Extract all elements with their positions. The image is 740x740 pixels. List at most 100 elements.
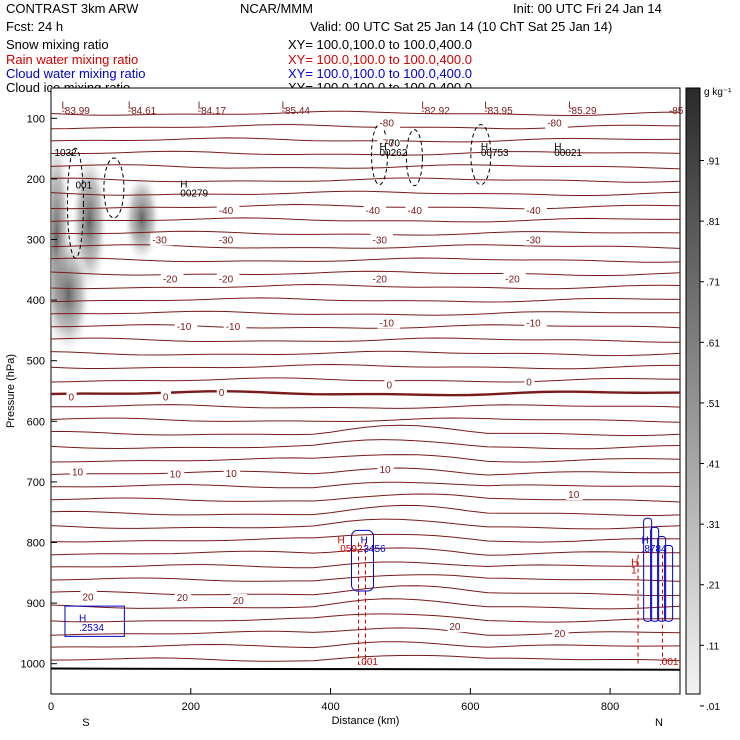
contour-label-bg xyxy=(524,233,547,246)
isotherm-line xyxy=(51,585,680,597)
isotherm-line xyxy=(51,547,680,556)
snow-max-value: 00279 xyxy=(180,188,208,199)
x-tick-label: 400 xyxy=(321,701,339,713)
contour-label-bg xyxy=(370,233,394,246)
contour-label: -10 xyxy=(526,319,541,330)
cloud-water-contour xyxy=(650,526,660,622)
y-tick-label: 500 xyxy=(27,356,45,368)
contour-label: 0 xyxy=(163,392,169,403)
cloud-water-contour xyxy=(657,535,667,622)
contour-label: -10 xyxy=(379,319,394,330)
isotherm-line xyxy=(51,350,680,357)
low-symbol: L xyxy=(198,101,204,112)
isotherm-line xyxy=(51,324,680,329)
isotherm-line xyxy=(51,518,680,530)
isotherm-line xyxy=(51,504,680,517)
low-symbol: L xyxy=(61,101,67,112)
contour-label: -30 xyxy=(152,236,167,247)
contour-label: 10 xyxy=(170,469,182,480)
y-axis-label: Pressure (hPa) xyxy=(5,354,17,428)
contour-label: 10 xyxy=(72,468,84,479)
contour-label-bg xyxy=(216,272,240,285)
x-axis-label: Distance (km) xyxy=(332,715,400,727)
contour-label-bg xyxy=(377,136,401,149)
low-value: -85.29 xyxy=(568,106,597,117)
low-symbol: L xyxy=(282,101,288,112)
isotherm-line xyxy=(51,110,680,117)
low-value: -84.17 xyxy=(198,106,227,117)
colorbar-label: .51 xyxy=(706,399,720,410)
snow-max-symbol: H xyxy=(180,179,187,190)
colorbar-label: .91 xyxy=(706,157,720,168)
rain-max-symbol: H xyxy=(631,558,638,569)
cloud-water-contour xyxy=(664,545,674,622)
contour-label-bg xyxy=(80,590,97,603)
isotherm-line xyxy=(51,217,680,223)
isotherm-line xyxy=(51,283,680,290)
isotherm-line xyxy=(51,363,680,370)
contour-label-bg xyxy=(524,375,535,388)
snow-max-value: 00753 xyxy=(481,148,509,159)
y-tick-label: 600 xyxy=(27,416,45,428)
contour-label-bg xyxy=(223,466,241,479)
contour-label-bg xyxy=(377,116,401,129)
y-tick-label: 400 xyxy=(27,295,45,307)
x-tick-label: 800 xyxy=(601,701,619,713)
snow-max-value: 001 xyxy=(75,181,92,192)
snow-max-value: 00262 xyxy=(379,148,407,159)
snow-max-value: 00021 xyxy=(554,148,582,159)
isotherm-line xyxy=(51,164,680,170)
isotherm-line xyxy=(51,533,680,543)
contour-label: -80 xyxy=(379,119,394,130)
contour-label-bg xyxy=(552,626,569,639)
field-rain: Rain water mixing ratio xyxy=(6,52,139,67)
contour-label-bg xyxy=(405,203,429,216)
zero-isotherm xyxy=(51,389,680,397)
cloud-water-contour xyxy=(351,529,375,592)
contour-label: -30 xyxy=(372,236,387,247)
contour-label: 20 xyxy=(554,629,566,640)
contour-label-bg xyxy=(216,203,240,216)
field-snow-xy: XY= 100.0,100.0 to 100.0,400.0 xyxy=(288,37,472,52)
colorbar-label: .31 xyxy=(706,520,720,531)
isotherm-line xyxy=(51,574,680,582)
rain-max-value: .001 xyxy=(359,657,379,668)
snow-contour xyxy=(103,157,125,219)
contour-label-bg xyxy=(174,320,198,333)
isotherm-line xyxy=(51,230,680,236)
isotherm-line xyxy=(51,404,680,409)
y-tick-label: 200 xyxy=(27,174,45,186)
rain-max-value: .001 xyxy=(659,657,679,668)
isotherm-line xyxy=(51,257,680,263)
y-tick-label: 800 xyxy=(27,538,45,550)
isotherm-line xyxy=(51,467,680,476)
contour-label-bg xyxy=(524,203,547,216)
contour-label-bg xyxy=(230,594,248,607)
isotherm-line xyxy=(51,270,680,276)
snow-contour xyxy=(470,124,492,186)
cloud-water-max-value: .2534 xyxy=(79,623,104,634)
low-value: -83.99 xyxy=(61,106,90,117)
contour-label-bg xyxy=(69,465,87,478)
snow-max-value: 1032 xyxy=(54,148,77,159)
init-time: Init: 00 UTC Fri 24 Jan 14 xyxy=(513,1,662,16)
isotherm-line xyxy=(51,454,680,463)
plot-title: CONTRAST 3km ARW xyxy=(6,1,139,16)
contour-label: 20 xyxy=(177,593,189,604)
cloud-water-contour xyxy=(643,517,653,622)
low-symbol: L xyxy=(484,101,490,112)
contour-label: -20 xyxy=(163,274,178,285)
contour-label-bg xyxy=(223,320,247,333)
isotherm-line xyxy=(51,439,680,450)
contour-label: -40 xyxy=(526,206,541,217)
contour-label: 10 xyxy=(379,465,391,476)
snow-max-symbol: H xyxy=(554,142,561,153)
contour-label-bg xyxy=(377,316,401,329)
colorbar-label: .41 xyxy=(706,460,720,471)
contour-label: 0 xyxy=(526,377,532,388)
contour-label: -40 xyxy=(366,206,381,217)
y-tick-label: 1000 xyxy=(21,659,45,671)
y-tick-label: 900 xyxy=(27,598,45,610)
contour-label: 0 xyxy=(386,380,392,391)
contour-label: -20 xyxy=(505,274,520,285)
